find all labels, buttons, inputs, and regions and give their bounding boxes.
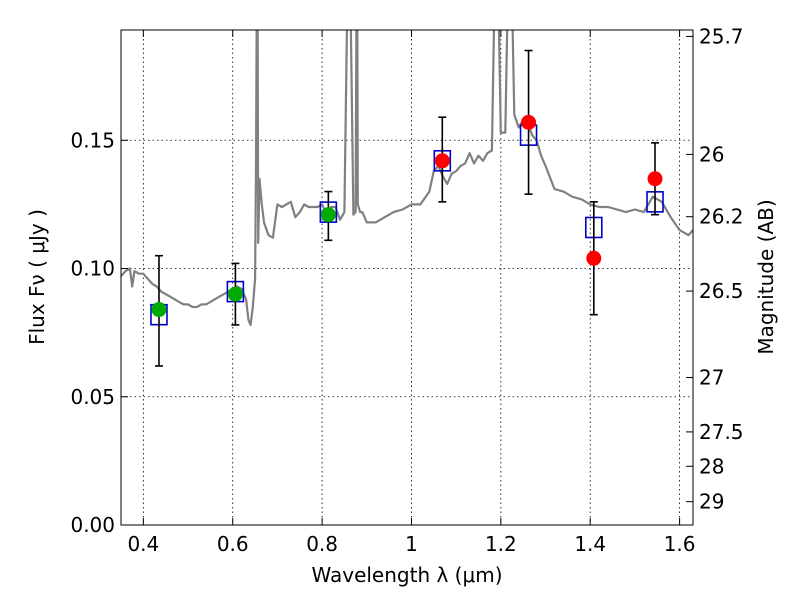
y2-axis: 25.7 26 26.2 26.5 27 27.5 28 29 <box>686 24 744 514</box>
y-axis-label: Flux Fν ( μJy ) <box>25 209 49 345</box>
observed-flux-point <box>586 250 602 266</box>
y2-tick-label: 27.5 <box>699 420 744 444</box>
observed-flux-point <box>521 114 537 130</box>
y2-axis-label: Magnitude (AB) <box>754 199 778 354</box>
y-tick-label: 0.10 <box>70 257 115 281</box>
observed-flux-point <box>320 207 336 223</box>
x-tick-label: 0.8 <box>306 532 338 556</box>
plot-frame <box>120 29 694 526</box>
plot-background <box>121 30 693 525</box>
y2-tick-label: 25.7 <box>699 24 744 48</box>
x-tick-label: 1.4 <box>574 532 606 556</box>
x-axis: 0.4 0.6 0.8 1 1.2 1.4 1.6 <box>127 30 696 556</box>
x-tick-label: 0.6 <box>217 532 249 556</box>
x-tick-label: 0.4 <box>127 532 159 556</box>
y2-tick-label: 26 <box>699 142 724 166</box>
y-tick-label: 0.05 <box>70 385 115 409</box>
x-tick-label: 1 <box>405 532 418 556</box>
x-tick-label: 1.6 <box>664 532 696 556</box>
y2-tick-label: 27 <box>699 366 724 390</box>
y2-tick-label: 26.5 <box>699 279 744 303</box>
y2-tick-label: 26.2 <box>699 205 744 229</box>
y-tick-label: 0.00 <box>70 513 115 537</box>
observed-flux-point <box>647 171 663 187</box>
y2-tick-label: 28 <box>699 454 724 478</box>
y-axis: 0.00 0.05 0.10 0.15 <box>70 128 128 537</box>
observed-flux-point <box>151 302 167 318</box>
y2-tick-label: 29 <box>699 490 724 514</box>
spectrum-line <box>121 30 693 326</box>
grid <box>121 30 693 525</box>
observed-flux-point <box>434 153 450 169</box>
y-tick-label: 0.15 <box>70 128 115 152</box>
x-axis-label: Wavelength λ (μm) <box>311 563 502 587</box>
markers <box>150 49 664 367</box>
observed-flux-point <box>227 286 243 302</box>
plot-area <box>121 30 693 326</box>
x-tick-label: 1.2 <box>485 532 517 556</box>
